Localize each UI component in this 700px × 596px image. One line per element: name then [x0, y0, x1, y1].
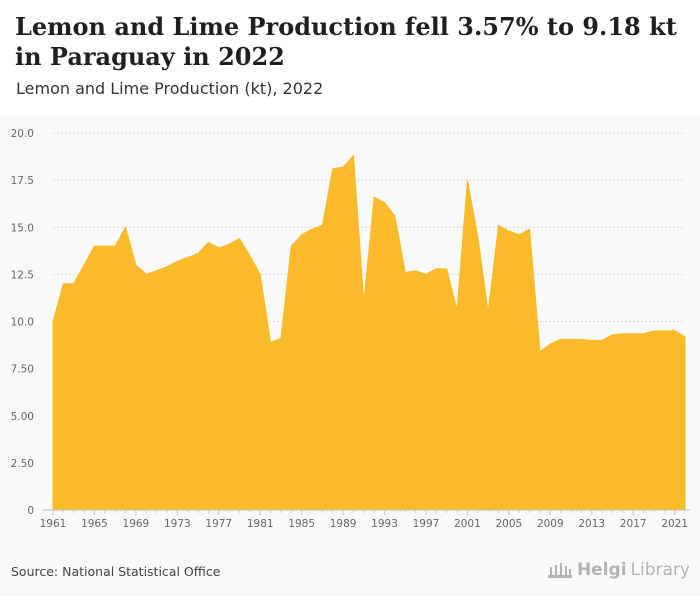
y-tick-label: 12.5	[11, 269, 34, 281]
production-area	[52, 154, 686, 511]
data-point	[124, 226, 126, 228]
footer	[0, 540, 700, 596]
x-tick-label: 1997	[413, 518, 440, 530]
y-tick-label: 20.0	[11, 128, 34, 140]
data-point	[497, 224, 499, 226]
data-point	[52, 320, 54, 322]
data-point	[259, 273, 261, 275]
data-point	[518, 234, 520, 236]
data-point	[104, 245, 106, 247]
data-point	[218, 247, 220, 249]
data-point	[435, 268, 437, 270]
data-point	[114, 245, 116, 247]
y-tick-label: 7.50	[11, 364, 34, 376]
x-tick-label: 1985	[288, 518, 315, 530]
data-point	[684, 336, 686, 338]
data-point	[228, 243, 230, 245]
data-point	[528, 228, 530, 230]
data-point	[363, 301, 365, 303]
x-tick-label: 2021	[661, 518, 688, 530]
x-tick-label: 1989	[330, 518, 357, 530]
data-point	[508, 230, 510, 232]
data-point	[570, 338, 572, 340]
x-tick-label: 2013	[578, 518, 605, 530]
data-point	[166, 266, 168, 268]
data-point	[249, 254, 251, 256]
x-tick-label: 1993	[371, 518, 398, 530]
data-point	[425, 273, 427, 275]
data-point	[280, 337, 282, 339]
data-point	[601, 339, 603, 341]
data-point	[487, 311, 489, 313]
y-tick-label: 17.5	[11, 175, 34, 187]
data-point	[135, 264, 137, 266]
x-tick-label: 1973	[164, 518, 191, 530]
x-tick-label: 1961	[40, 518, 67, 530]
data-point	[642, 333, 644, 335]
data-point	[373, 196, 375, 198]
data-point	[653, 330, 655, 332]
chart-subtitle: Lemon and Lime Production (kt), 2022	[16, 79, 324, 98]
logo-text-strong: Helgi	[576, 560, 627, 580]
data-point	[466, 179, 468, 181]
data-point	[539, 350, 541, 352]
data-point	[611, 333, 613, 335]
data-point	[176, 260, 178, 262]
chart-header: Lemon and Lime Production fell 3.57% to …	[0, 0, 700, 116]
data-point	[559, 338, 561, 340]
data-point	[549, 343, 551, 345]
data-point	[394, 215, 396, 217]
y-tick-label: 15.0	[11, 222, 34, 234]
y-tick-label: 10.0	[11, 317, 34, 329]
data-point	[404, 271, 406, 273]
data-point	[352, 154, 354, 156]
data-point	[238, 237, 240, 239]
x-tick-label: 1981	[247, 518, 274, 530]
data-point	[591, 339, 593, 341]
y-tick-label: 0	[27, 505, 34, 517]
data-point	[186, 256, 188, 258]
x-tick-label: 1977	[205, 518, 232, 530]
data-point	[414, 269, 416, 271]
chart-title: Lemon and Lime Production fell 3.57% to …	[15, 12, 677, 71]
y-tick-label: 5.00	[11, 411, 34, 423]
x-tick-label: 1965	[81, 518, 108, 530]
library-building-icon	[547, 563, 572, 578]
area-chart: 0 2.50 5.00 7.50 10.0 12.5 15.0 17.5 20.0 1961 196…	[11, 128, 690, 530]
data-point	[300, 234, 302, 236]
data-point	[477, 235, 479, 237]
data-point	[155, 269, 157, 271]
data-point	[383, 202, 385, 204]
data-point	[311, 228, 313, 230]
data-point	[622, 333, 624, 335]
data-point	[663, 330, 665, 332]
helgi-library-logo: Helgi Library	[547, 560, 690, 580]
source-note: Source: National Statistical Office	[11, 564, 221, 579]
logo-text-light: Library	[630, 560, 690, 580]
data-point	[197, 252, 199, 254]
x-tick-label: 2009	[537, 518, 564, 530]
x-tick-label: 1969	[123, 518, 150, 530]
y-tick-label: 2.50	[11, 458, 34, 470]
data-point	[145, 273, 147, 275]
data-point	[269, 341, 271, 343]
data-point	[632, 333, 634, 335]
data-point	[332, 168, 334, 170]
data-point	[673, 329, 675, 331]
x-tick-label: 2001	[454, 518, 481, 530]
data-point	[83, 264, 85, 266]
x-tick-label: 2005	[496, 518, 523, 530]
data-point	[580, 338, 582, 340]
data-point	[73, 283, 75, 285]
x-tick-label: 2017	[620, 518, 647, 530]
data-point	[62, 283, 64, 285]
data-point	[321, 224, 323, 226]
data-point	[290, 245, 292, 247]
data-point	[207, 241, 209, 243]
data-point	[342, 166, 344, 168]
data-point	[446, 268, 448, 270]
data-point	[456, 309, 458, 311]
data-point	[93, 245, 95, 247]
